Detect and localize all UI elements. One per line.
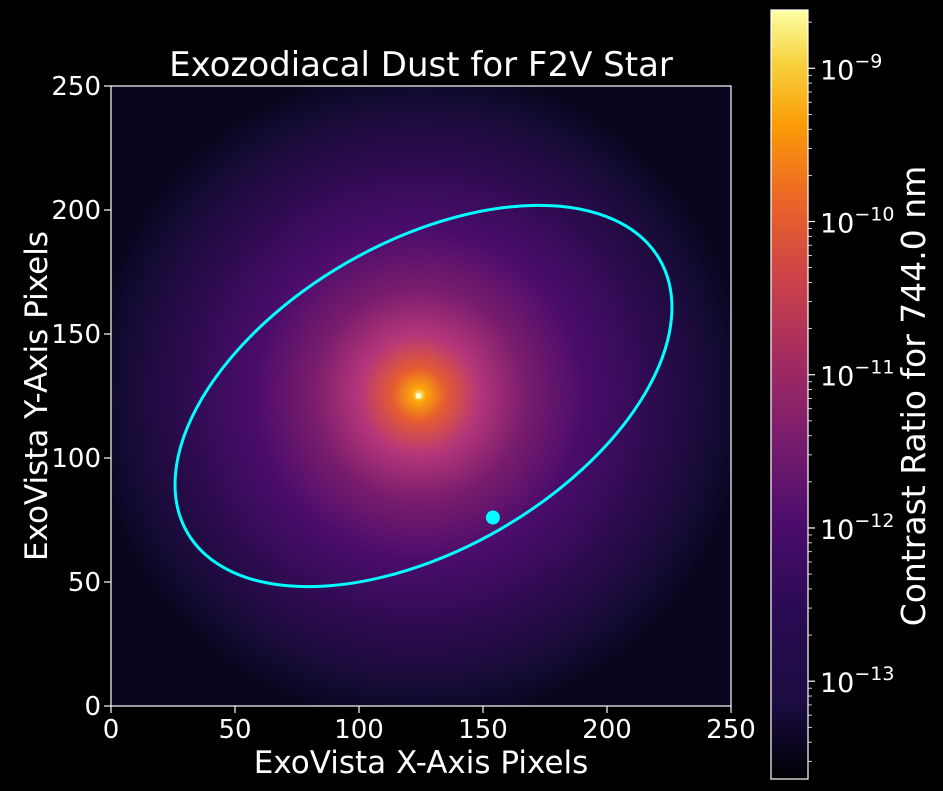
plot-frame bbox=[110, 85, 732, 707]
y-tick-label: 0 bbox=[84, 692, 101, 722]
y-tick-label: 200 bbox=[51, 196, 101, 226]
colorbar-tick-label: 10−11 bbox=[820, 357, 894, 393]
x-tick-label: 150 bbox=[458, 715, 508, 745]
x-axis-ticks: 0 50 100 150 200 250 bbox=[103, 706, 756, 745]
y-axis-label: ExoVista Y-Axis Pixels bbox=[19, 231, 55, 561]
x-tick-label: 250 bbox=[706, 715, 756, 745]
colorbar-ticks: 10−13 10−12 10−11 10−10 10−9 bbox=[808, 21, 894, 762]
x-tick-label: 50 bbox=[218, 715, 251, 745]
y-tick-label: 250 bbox=[51, 72, 101, 102]
y-axis-ticks: 0 50 100 150 200 250 bbox=[51, 72, 111, 722]
planet-marker bbox=[485, 510, 500, 525]
x-tick-label: 0 bbox=[103, 715, 120, 745]
colorbar-tick-label: 10−9 bbox=[820, 50, 882, 86]
colorbar-tick-label: 10−12 bbox=[820, 510, 894, 546]
x-axis-label: ExoVista X-Axis Pixels bbox=[254, 745, 588, 781]
y-tick-label: 50 bbox=[68, 568, 101, 598]
y-tick-label: 100 bbox=[51, 444, 101, 474]
colorbar-label: Contrast Ratio for 744.0 nm bbox=[894, 166, 933, 627]
colorbar bbox=[770, 9, 809, 780]
orbit-ellipse bbox=[173, 203, 674, 589]
colorbar-tick-label: 10−10 bbox=[820, 203, 894, 239]
star-marker bbox=[416, 393, 422, 399]
chart-title: Exozodiacal Dust for F2V Star bbox=[169, 45, 673, 85]
colorbar-tick-label: 10−13 bbox=[820, 663, 894, 699]
x-tick-label: 200 bbox=[582, 715, 632, 745]
y-tick-label: 150 bbox=[51, 320, 101, 350]
x-tick-label: 100 bbox=[334, 715, 384, 745]
